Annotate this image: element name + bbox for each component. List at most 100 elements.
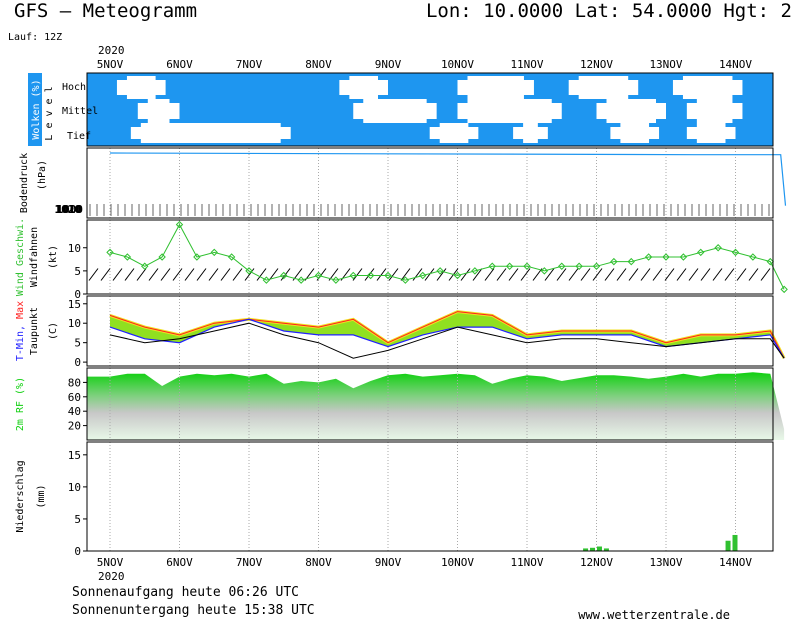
day-label-bottom: 7NOV [236, 556, 263, 569]
wind-speed-point [780, 285, 788, 294]
day-label-bottom: 5NOV [97, 556, 124, 569]
rh-area [87, 372, 785, 440]
y-tick-label: 10 [68, 242, 81, 255]
dewpoint-line [109, 322, 785, 359]
temp-range-fill [110, 311, 785, 359]
day-label-top: 7NOV [236, 58, 263, 71]
wind-barb [592, 268, 603, 281]
cloud-clear-patch [147, 99, 170, 123]
cloud-clear-patch [467, 99, 552, 123]
wind-speed-point [366, 271, 375, 280]
level-axis-label: L e v e l [44, 86, 55, 140]
wind-barb [616, 268, 627, 281]
wind-unit-label: (kt) [48, 245, 59, 269]
pressure-unit-label: (hPa) [37, 160, 48, 190]
wind-speed-point [523, 262, 531, 270]
day-label-bottom: 8NOV [305, 556, 332, 569]
wind-barb [544, 268, 555, 281]
day-label-top: 12NOV [580, 58, 613, 71]
temp-max-line [109, 311, 785, 359]
day-label-bottom: 11NOV [510, 556, 543, 569]
wind-barb [100, 268, 111, 281]
wind-barb [364, 268, 375, 281]
wind-speed-point [401, 276, 410, 284]
wind-barb [160, 268, 171, 281]
precip-bar [596, 546, 602, 551]
wind-barb [736, 268, 747, 281]
wind-barb [676, 268, 687, 281]
temp-axis-label: T-Min, Max [15, 301, 26, 361]
cloud-clear-patch [363, 99, 427, 123]
dewpoint-label: Taupunkt [29, 307, 40, 355]
pressure-tick-label: 1000 [57, 203, 84, 216]
wind-barb [196, 268, 207, 281]
wind-barb [172, 268, 183, 281]
day-label-bottom: 6NOV [166, 556, 193, 569]
wind-speed-point [749, 253, 757, 261]
wind-speed-point [436, 267, 444, 275]
precip-bar [725, 540, 731, 551]
wind-speed-point [662, 253, 670, 261]
panel-frame [86, 219, 774, 295]
day-label-top: 6NOV [166, 58, 193, 71]
wind-barb [556, 268, 567, 281]
wind-speed-point [349, 271, 357, 280]
day-label-top: 11NOV [510, 58, 543, 71]
website-credit: www.wetterzentrale.de [578, 608, 730, 622]
wind-barb [580, 268, 591, 281]
wind-barb [532, 268, 543, 281]
level-low-label: Tief [67, 131, 91, 142]
wind-barb [724, 268, 735, 281]
cloud-clear-patch [349, 76, 378, 99]
wind-speed-point [297, 276, 305, 284]
wind-speed-point [106, 248, 114, 257]
wind-barb [412, 268, 423, 281]
wind-barb [88, 268, 99, 281]
wind-barb [700, 268, 711, 281]
y-tick-label: 0 [74, 545, 81, 558]
panel-frame [86, 147, 774, 219]
wind-barb [652, 268, 663, 281]
wind-speed-point [610, 257, 618, 266]
y-tick-label: 20 [68, 420, 81, 433]
precip-bar [603, 548, 609, 551]
cloud-clear-patch [467, 76, 524, 99]
wind-speed-point [575, 262, 583, 270]
wind-barb [484, 268, 495, 281]
wind-barb [148, 268, 159, 281]
wind-speed-point [731, 248, 740, 257]
wind-barb [472, 268, 483, 281]
wind-barb [400, 268, 411, 281]
wind-barb [688, 268, 699, 281]
panel-frame [86, 295, 774, 367]
wind-speed-point [158, 253, 166, 261]
cloud-clear-patch [126, 76, 156, 99]
panel-frame [86, 72, 774, 147]
wind-speed-point [210, 248, 218, 257]
wind-speed-point [453, 271, 462, 280]
wind-barb [628, 268, 639, 281]
wind-speed-point [332, 276, 340, 284]
cloud-label-box [28, 73, 42, 146]
cloud-clear-patch [523, 123, 538, 143]
wind-speed-point [280, 271, 288, 280]
wind-speed-point [558, 262, 566, 270]
cloud-panel-label: Wolken (%) [31, 79, 42, 139]
wind-barb [424, 268, 435, 281]
wind-speed-point [714, 244, 722, 252]
day-label-bottom: 12NOV [580, 556, 613, 569]
wind-barb [640, 268, 651, 281]
wind-speed-point [141, 262, 149, 270]
pressure-tick-label: 1010 [56, 203, 83, 216]
wind-barb [568, 268, 579, 281]
cloud-clear-patch [696, 123, 726, 143]
wind-speed-point [227, 253, 236, 261]
wind-barb [124, 268, 135, 281]
wind-speed-point [193, 253, 201, 261]
year-label-bottom: 2020 [98, 570, 125, 583]
wind-barb [436, 268, 447, 281]
wind-speed-point [419, 271, 427, 280]
precip-axis-label: Niederschlag [15, 460, 26, 532]
wind-barb [220, 268, 231, 281]
